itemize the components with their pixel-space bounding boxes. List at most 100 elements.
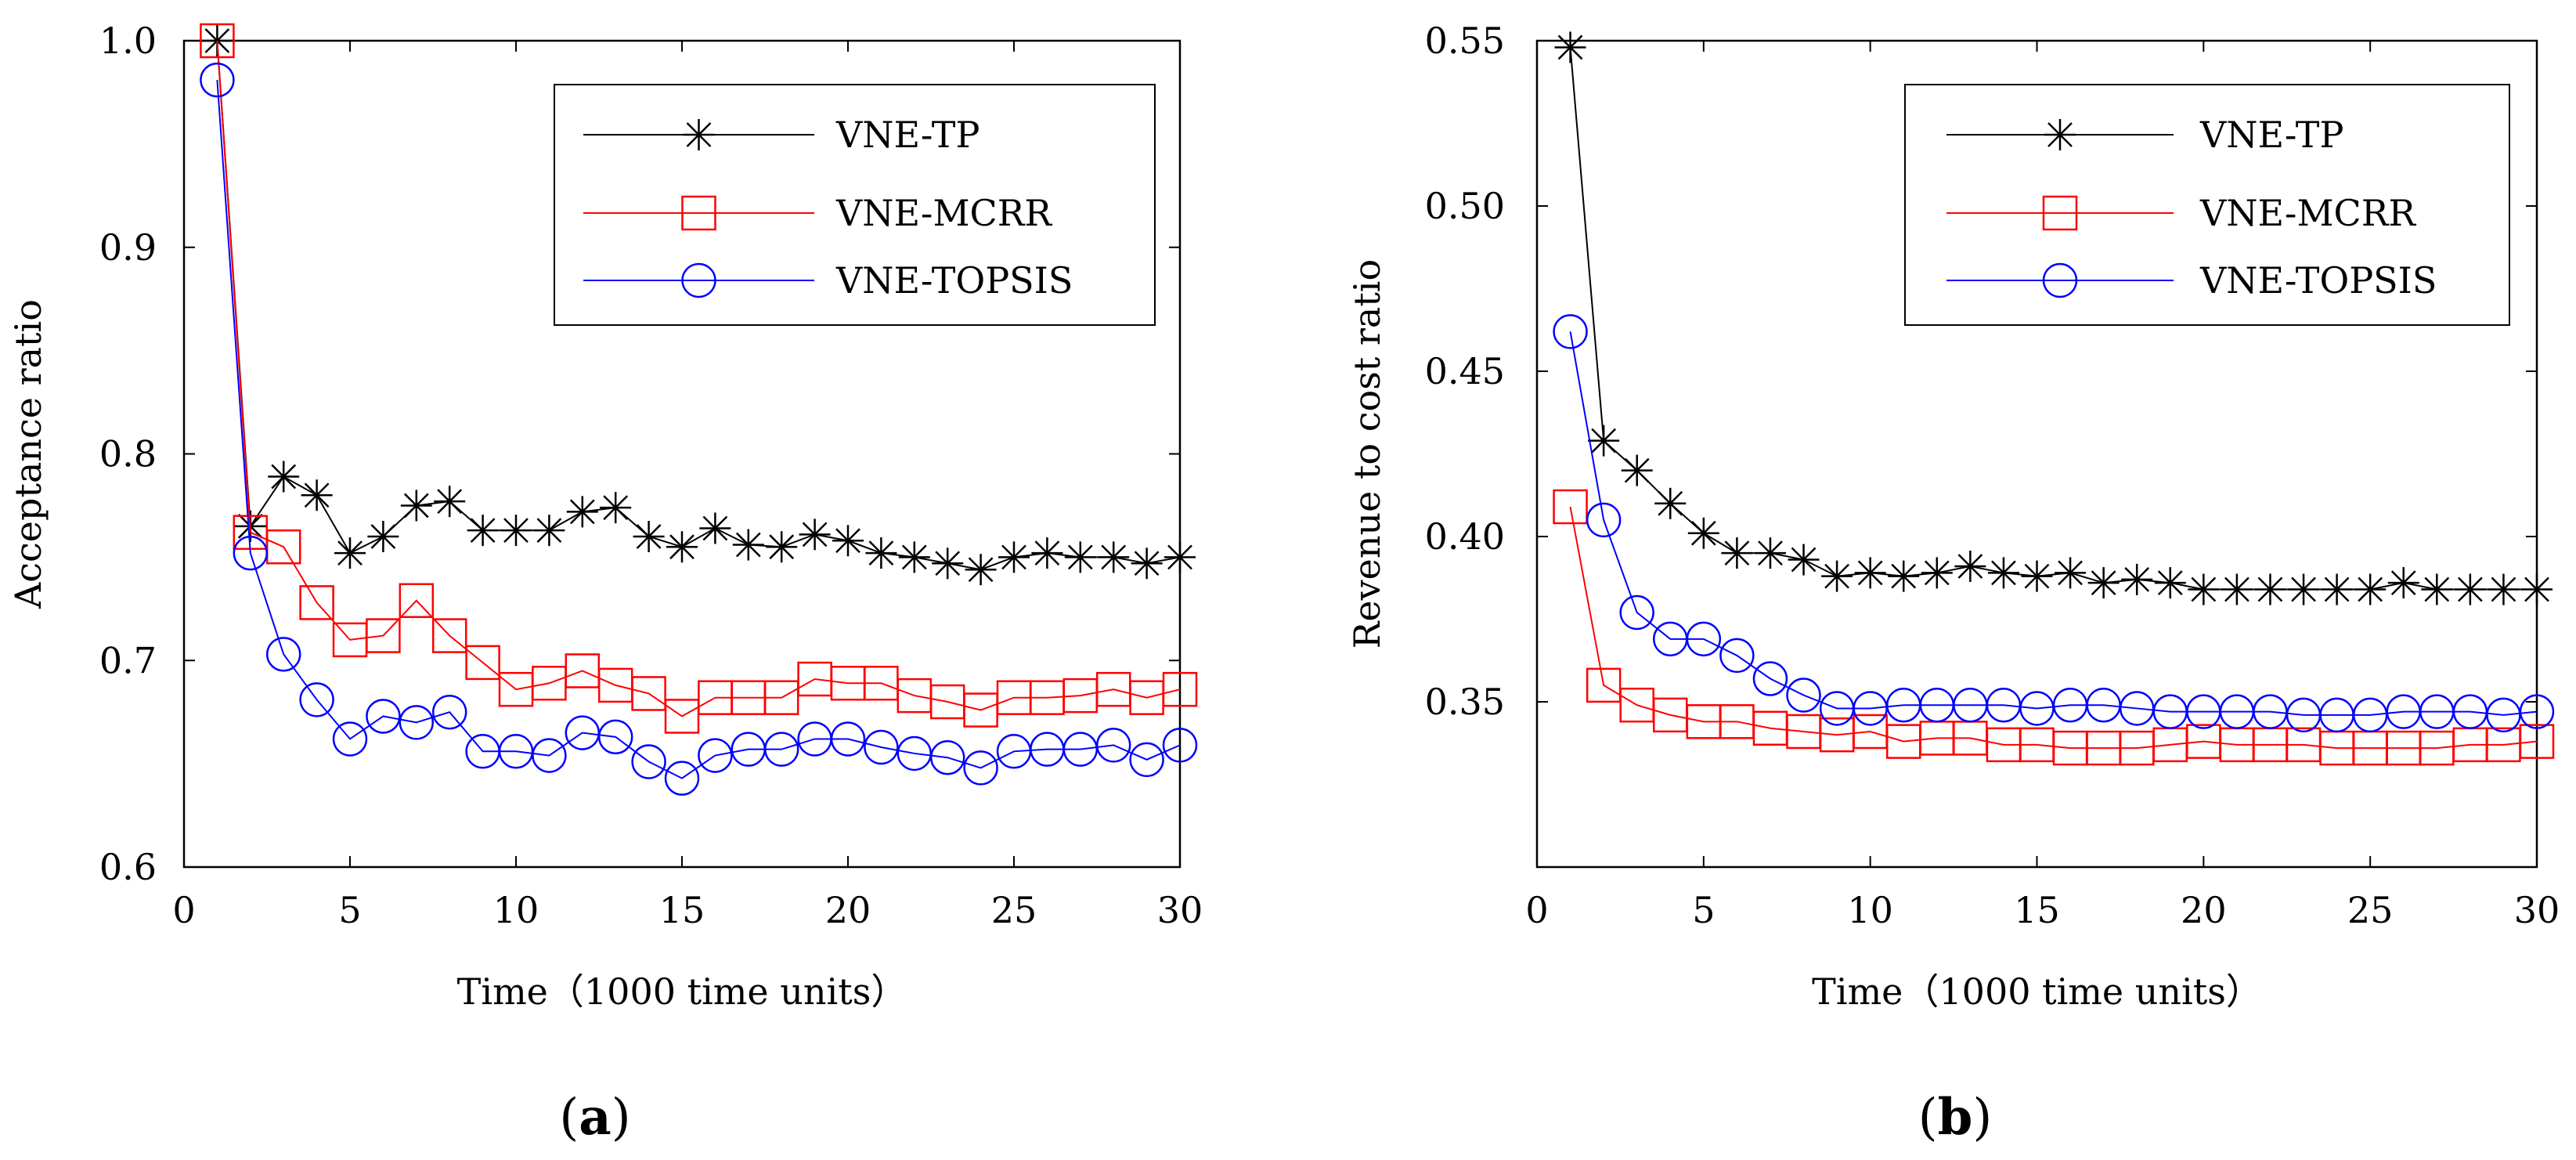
data-point	[533, 515, 565, 547]
data-point-stroke	[2491, 576, 2516, 602]
data-point	[631, 676, 666, 711]
chart-panel-a: 0 5 10 15 20 25 30 0.6 0.7 0.8 0.9 1.0 Time（1000 tim…	[7, 20, 1203, 1013]
data-point-stroke	[470, 518, 496, 543]
legend-entry: VNE-TP	[583, 114, 980, 156]
data-point	[1888, 560, 1920, 592]
data-point	[2519, 724, 2555, 759]
data-point	[1987, 557, 2019, 589]
data-point-stroke	[901, 544, 927, 570]
data-point-stroke	[1957, 554, 1983, 579]
data-point	[268, 461, 300, 493]
data-point-stroke	[1001, 544, 1026, 570]
data-point	[1687, 517, 1719, 549]
data-point-stroke	[1591, 428, 1617, 454]
data-point	[334, 537, 366, 569]
data-point-stroke	[2390, 570, 2416, 595]
data-point-stroke	[1658, 490, 1683, 516]
y-tick-label: 0.7	[99, 639, 157, 681]
data-point	[1095, 728, 1131, 763]
data-point	[1721, 537, 1753, 569]
data-point	[1752, 661, 1788, 696]
data-point-stroke	[935, 551, 961, 576]
data-point	[929, 739, 965, 775]
data-point	[1788, 544, 1820, 576]
data-point	[366, 618, 401, 653]
data-point	[1719, 638, 1755, 674]
data-point-stroke	[2091, 570, 2116, 595]
legend-marker	[681, 262, 716, 298]
data-point	[200, 23, 235, 59]
data-point	[597, 719, 633, 755]
data-point	[1162, 671, 1198, 707]
panel-label-a: (a)	[559, 1088, 630, 1147]
data-point	[2519, 694, 2555, 729]
x-tick-label: 5	[338, 889, 361, 931]
data-point	[963, 750, 998, 786]
x-tick-label: 20	[2181, 889, 2227, 931]
legend-marker-stroke	[686, 122, 712, 147]
data-point	[1754, 537, 1786, 569]
data-point	[1786, 678, 1821, 713]
data-point-stroke	[337, 540, 363, 566]
x-tick-label: 20	[825, 889, 871, 931]
data-point	[1553, 489, 1588, 525]
data-point-stroke	[437, 489, 463, 515]
data-point	[600, 492, 632, 524]
y-tick-label: 1.0	[99, 20, 157, 62]
panel-letter-b: b	[1938, 1088, 1973, 1147]
y-tick-label: 0.50	[1425, 185, 1505, 227]
legend-label: VNE-MCRR	[2199, 192, 2416, 234]
data-point	[763, 680, 799, 715]
data-point	[431, 618, 467, 653]
data-point	[666, 531, 698, 563]
data-point	[2321, 573, 2353, 605]
data-point-stroke	[271, 464, 297, 490]
legend-entry: VNE-TOPSIS	[1946, 259, 2437, 302]
x-tick-label: 0	[1525, 889, 1548, 931]
data-point-stroke	[2024, 563, 2050, 589]
data-point-stroke	[735, 532, 761, 558]
data-point	[566, 496, 598, 528]
data-point-stroke	[1557, 34, 1583, 60]
data-point	[299, 682, 334, 717]
data-point	[932, 547, 964, 580]
legend-label: VNE-TOPSIS	[2199, 259, 2437, 302]
data-point	[532, 738, 567, 773]
data-point-stroke	[2358, 576, 2383, 602]
data-point-stroke	[2058, 560, 2083, 586]
data-point	[633, 521, 665, 552]
data-point	[332, 721, 368, 757]
data-point	[1129, 742, 1164, 778]
series-vne-tp	[1554, 31, 2553, 605]
legend-box	[554, 84, 1156, 326]
legend-marker	[2042, 262, 2078, 298]
legend-marker	[2042, 195, 2078, 231]
data-point	[2121, 563, 2153, 595]
data-point	[2055, 557, 2087, 589]
data-point	[832, 525, 864, 557]
data-point	[664, 699, 700, 734]
data-point	[898, 541, 930, 573]
data-point-stroke	[2524, 576, 2549, 602]
data-point-stroke	[1924, 560, 1950, 586]
legend-entry: VNE-TP	[1946, 114, 2343, 156]
data-point	[2154, 567, 2186, 599]
data-point-stroke	[1034, 540, 1060, 566]
legend-marker	[681, 195, 716, 231]
data-point-stroke	[1891, 563, 1917, 589]
data-point-stroke	[2257, 576, 2283, 602]
data-point	[2021, 560, 2053, 592]
data-point	[2288, 573, 2320, 605]
data-point-stroke	[1991, 560, 2016, 586]
data-point	[1686, 621, 1722, 657]
data-point	[1586, 667, 1622, 703]
data-point	[467, 515, 499, 547]
x-tick-label: 5	[1692, 889, 1715, 931]
data-point	[1921, 557, 1953, 589]
data-point-stroke	[2457, 576, 2483, 602]
legend: VNE-TP VNE-MCRR VNE-TOPSIS	[1904, 84, 2510, 326]
series-line	[1569, 331, 2538, 716]
data-point	[301, 479, 333, 511]
data-point	[1854, 557, 1886, 589]
